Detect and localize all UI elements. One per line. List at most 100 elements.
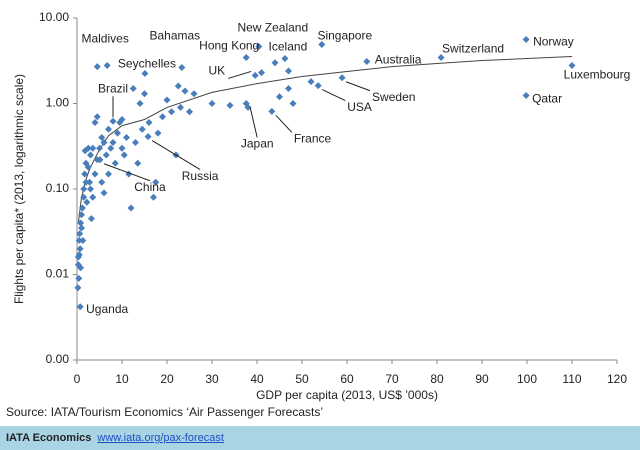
leader-line (151, 140, 201, 171)
point (181, 87, 189, 95)
point (76, 245, 84, 253)
point (154, 129, 162, 137)
point-label: UK (209, 64, 226, 78)
point-label: Maldives (81, 32, 128, 46)
footer-bar: IATA Economics www.iata.org/pax-forecast (0, 426, 640, 450)
point (93, 156, 101, 164)
point-label: Japan (241, 137, 274, 151)
point (145, 118, 153, 126)
y-tick-label: 0.01 (46, 267, 70, 281)
point (78, 224, 85, 232)
point-label: Hong Kong (199, 39, 259, 53)
point (84, 163, 92, 171)
point (318, 40, 326, 48)
x-tick-label: 10 (115, 372, 129, 386)
point (141, 70, 149, 78)
point (178, 63, 186, 71)
point (338, 74, 346, 82)
x-axis-title: GDP per capita (2013, US$ ’000s) (256, 388, 438, 402)
x-tick-label: 90 (475, 372, 489, 386)
leader-line (345, 81, 371, 92)
point-label: Bahamas (149, 29, 200, 43)
point (76, 230, 84, 238)
point (118, 115, 126, 123)
brand: IATA Economics (6, 432, 92, 444)
point (168, 108, 175, 116)
point (100, 138, 108, 146)
point (107, 144, 115, 152)
point-label: Brazil (98, 81, 128, 95)
point (82, 178, 90, 186)
point (363, 57, 371, 65)
point (78, 211, 85, 219)
point (77, 264, 85, 272)
x-tick-label: 30 (205, 372, 219, 386)
point (80, 185, 88, 193)
point (568, 62, 576, 70)
point (163, 96, 171, 104)
point (123, 134, 130, 142)
point-label: Seychelles (118, 57, 176, 71)
point (83, 198, 91, 206)
point (242, 54, 250, 62)
point-label: Iceland (269, 40, 308, 54)
point (114, 129, 121, 137)
leader-line (321, 89, 346, 102)
point (141, 90, 148, 98)
point-label: France (294, 131, 332, 145)
point (77, 219, 85, 227)
point (98, 134, 106, 142)
point (98, 178, 106, 186)
point (190, 90, 198, 98)
point (307, 78, 315, 86)
point (81, 147, 89, 155)
point (80, 193, 88, 201)
point (75, 236, 83, 244)
point-label: China (134, 180, 166, 194)
trend-line (77, 55, 573, 224)
point (258, 69, 265, 77)
point (129, 84, 137, 92)
x-tick-label: 40 (250, 372, 264, 386)
point (159, 113, 166, 121)
point-label: New Zealand (237, 21, 308, 35)
point (127, 204, 135, 212)
point (136, 100, 144, 107)
point (78, 204, 86, 212)
point-label: Qatar (532, 92, 562, 106)
chart: GDP per capita (2013, US$ ’000s) Flights… (12, 10, 630, 402)
point (138, 125, 146, 133)
point (87, 151, 94, 159)
point (186, 108, 193, 116)
point (437, 54, 445, 62)
point (74, 253, 82, 261)
point (268, 107, 276, 115)
point (285, 67, 292, 75)
point (285, 84, 292, 92)
x-tick-label: 60 (340, 372, 354, 386)
point (75, 274, 83, 282)
footer-link[interactable]: www.iata.org/pax-forecast (97, 432, 224, 444)
point (208, 100, 216, 107)
point (271, 59, 279, 67)
point (81, 170, 89, 178)
point (93, 113, 101, 121)
point (314, 82, 322, 90)
point-label: Norway (533, 35, 574, 49)
point (102, 151, 110, 159)
point (105, 125, 112, 133)
point (96, 144, 103, 152)
point (89, 144, 97, 152)
point (281, 54, 289, 62)
point-label: Singapore (317, 29, 372, 43)
point (244, 103, 252, 111)
point (87, 215, 95, 223)
point (93, 63, 101, 71)
x-tick-label: 80 (430, 372, 444, 386)
point-label: USA (347, 100, 372, 114)
leader-line (249, 107, 258, 138)
y-tick-label: 0.10 (46, 181, 70, 195)
point (79, 236, 87, 244)
point (100, 189, 108, 197)
